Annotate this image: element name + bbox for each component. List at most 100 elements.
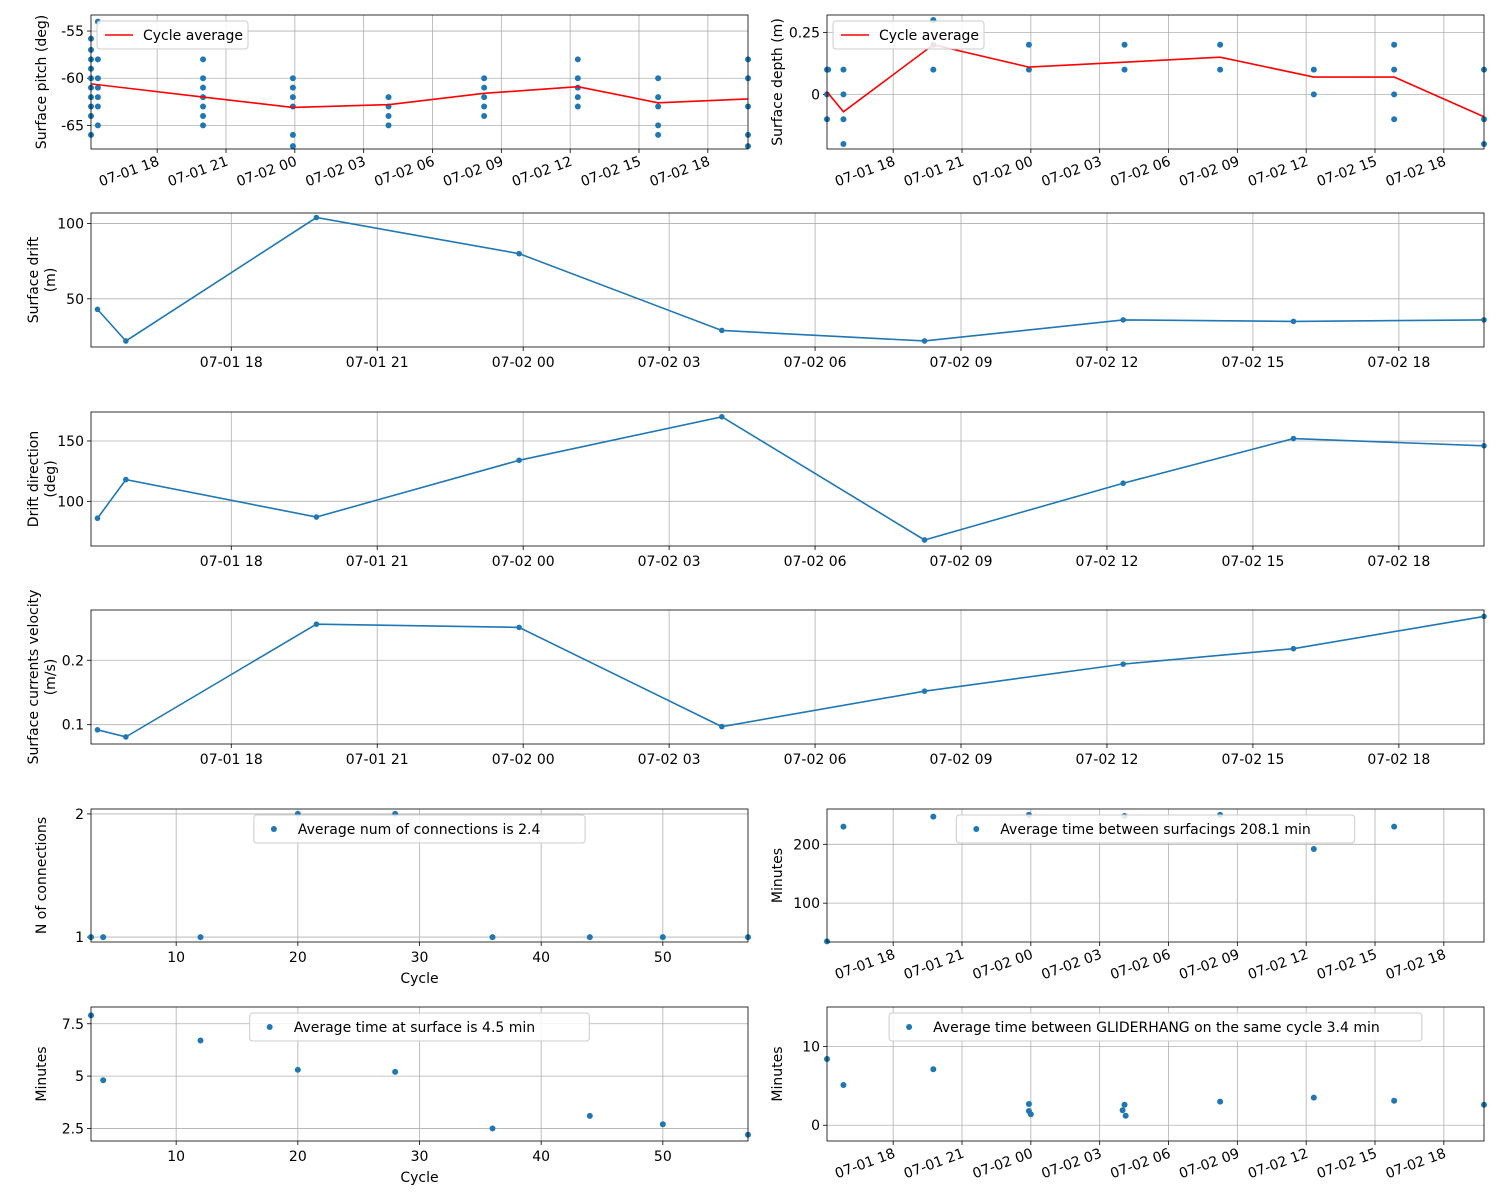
- x-tick-label: 07-02 06: [784, 355, 847, 371]
- x-tick-label: 07-02 18: [1367, 355, 1430, 371]
- y-tick-label: 0.2: [62, 653, 84, 669]
- data-point: [586, 1112, 593, 1119]
- x-tick-label: 07-02 03: [638, 355, 701, 371]
- data-point: [1290, 645, 1297, 652]
- x-tick-label: 07-02 09: [1177, 1146, 1242, 1183]
- x-tick-label: 07-02 09: [441, 154, 506, 191]
- data-point: [930, 813, 937, 820]
- x-tick-label: 50: [654, 950, 672, 966]
- data-point: [94, 103, 101, 110]
- x-tick-label: 07-02 03: [303, 154, 368, 191]
- x-tick-label: 07-02 09: [930, 554, 993, 570]
- data-point: [481, 94, 488, 101]
- x-tick-label: 07-02 18: [1367, 554, 1430, 570]
- x-tick-label: 07-02 15: [579, 154, 644, 191]
- data-point: [200, 103, 207, 110]
- plot-area: [824, 1056, 1487, 1119]
- data-point: [392, 1068, 399, 1075]
- data-point: [313, 214, 320, 221]
- data-point: [1391, 41, 1398, 48]
- data-point: [1290, 318, 1297, 325]
- legend-box: [832, 20, 985, 50]
- data-point: [1120, 661, 1126, 667]
- axes-frame: [826, 1006, 1485, 1142]
- panel-surface-currents-velocity: 07-01 18 07-01 21 07-02 00 07-02 03 07-02 06…: [26, 590, 1487, 768]
- plot-area: [94, 613, 1487, 740]
- panel-time-between-surfacings: 07-01 18 07-01 21 07-02 00 07-02 03 07-02 06…: [770, 808, 1485, 984]
- data-point: [1310, 66, 1317, 73]
- data-point: [921, 688, 928, 694]
- x-tick-label: 07-02 09: [930, 355, 993, 371]
- y-axis-label: Minutes: [770, 848, 786, 903]
- data-point: [1027, 1111, 1034, 1118]
- data-point: [1121, 1101, 1128, 1108]
- x-tick-label: 07-02 00: [971, 947, 1036, 984]
- data-point: [1391, 116, 1398, 123]
- data-point: [94, 56, 101, 63]
- x-tick-label: 07-01 18: [97, 154, 162, 191]
- legend-label: Cycle average: [143, 28, 243, 44]
- data-point: [1310, 91, 1317, 98]
- data-point: [94, 122, 101, 129]
- x-tick-label: 07-02 00: [971, 154, 1036, 191]
- data-point: [489, 934, 496, 941]
- x-tick-label: 07-02 00: [492, 355, 555, 371]
- data-point: [1290, 435, 1297, 442]
- y-axis-label-line: (deg): [43, 460, 59, 497]
- axes-frame: [90, 212, 1485, 348]
- data-point: [481, 112, 488, 119]
- legend: Average time at surface is 4.5 min: [249, 1012, 590, 1042]
- y-axis-label: Surface drift(m): [26, 236, 59, 323]
- legend: Average time between GLIDERHANG on the s…: [888, 1012, 1423, 1042]
- average-line: [826, 43, 1485, 118]
- panel-drift-direction: 07-01 18 07-01 21 07-02 00 07-02 03 07-02 06…: [26, 411, 1487, 570]
- legend-label: Average num of connections is 2.4: [298, 822, 541, 838]
- y-tick-label: 100: [793, 896, 820, 912]
- x-tick-label: 30: [411, 1149, 429, 1165]
- data-point: [385, 94, 392, 101]
- axes-frame: [90, 411, 1485, 547]
- data-point: [1217, 1098, 1224, 1105]
- axes-frame: [90, 808, 749, 943]
- panel-time-between-gliderhang: 07-01 18 07-01 21 07-02 00 07-02 03 07-02 06…: [770, 1006, 1487, 1183]
- data-point: [921, 338, 928, 344]
- legend-marker: [270, 826, 277, 832]
- legend-label: Cycle average: [879, 28, 979, 44]
- x-tick-label: 07-01 18: [200, 554, 263, 570]
- plot-area: [94, 414, 1487, 543]
- data-point: [574, 75, 581, 82]
- data-point: [200, 112, 207, 119]
- x-tick-label: 07-02 03: [638, 554, 701, 570]
- data-point: [197, 934, 204, 941]
- x-tick-label: 07-02 09: [1177, 154, 1242, 191]
- x-tick-label: 07-02 06: [372, 154, 437, 191]
- data-point: [840, 823, 847, 830]
- y-tick-label: 100: [57, 217, 84, 233]
- plot-area: [88, 810, 751, 941]
- x-tick-label: 07-02 12: [1075, 355, 1138, 371]
- y-tick-label: -65: [61, 118, 84, 134]
- y-tick-label: 150: [57, 434, 84, 450]
- y-tick-label: 0: [811, 87, 820, 103]
- data-point: [289, 84, 296, 91]
- axes-frame: [90, 14, 749, 150]
- data-point: [516, 624, 522, 631]
- axes-frame: [826, 808, 1485, 943]
- legend-box: [253, 814, 586, 844]
- legend-label: Average time at surface is 4.5 min: [294, 1020, 535, 1036]
- x-tick-label: 07-02 15: [1221, 752, 1284, 768]
- panel-surface-depth: 07-01 18 07-01 21 07-02 00 07-02 03 07-02 06…: [770, 14, 1487, 191]
- data-point: [655, 94, 662, 101]
- data-point: [574, 103, 581, 110]
- data-point: [289, 143, 296, 150]
- data-point: [840, 91, 847, 98]
- data-point: [719, 327, 725, 334]
- x-tick-label: 07-02 15: [1315, 947, 1380, 984]
- x-tick-label: 07-01 21: [902, 947, 967, 984]
- panel-surface-drift: 07-01 18 07-01 21 07-02 00 07-02 03 07-02 06…: [26, 212, 1487, 371]
- x-tick-label: 30: [411, 950, 429, 966]
- x-tick-label: 07-02 00: [492, 554, 555, 570]
- x-tick-label: 07-02 00: [492, 752, 555, 768]
- data-point: [481, 84, 488, 91]
- data-point: [840, 66, 847, 73]
